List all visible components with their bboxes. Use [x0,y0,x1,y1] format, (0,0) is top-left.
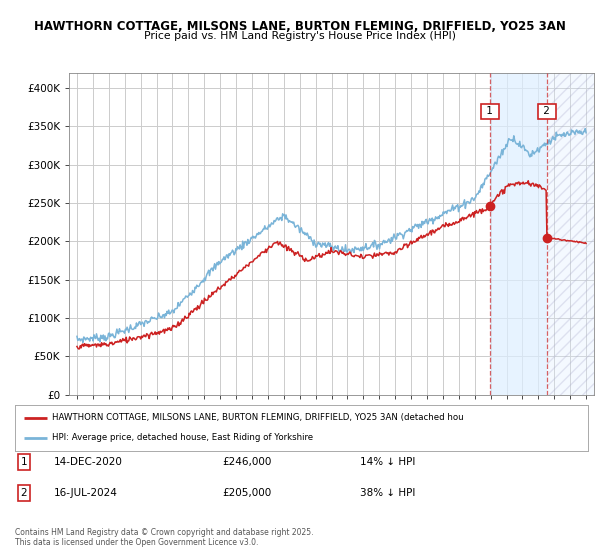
Text: 2: 2 [541,106,553,116]
Text: 14% ↓ HPI: 14% ↓ HPI [360,457,415,467]
Text: HAWTHORN COTTAGE, MILSONS LANE, BURTON FLEMING, DRIFFIELD, YO25 3AN (detached ho: HAWTHORN COTTAGE, MILSONS LANE, BURTON F… [52,413,464,422]
Text: 14-DEC-2020: 14-DEC-2020 [54,457,123,467]
Text: £205,000: £205,000 [222,488,271,498]
Text: 38% ↓ HPI: 38% ↓ HPI [360,488,415,498]
Text: HAWTHORN COTTAGE, MILSONS LANE, BURTON FLEMING, DRIFFIELD, YO25 3AN: HAWTHORN COTTAGE, MILSONS LANE, BURTON F… [34,20,566,32]
Text: HPI: Average price, detached house, East Riding of Yorkshire: HPI: Average price, detached house, East… [52,433,313,442]
Text: £246,000: £246,000 [222,457,271,467]
Text: Price paid vs. HM Land Registry's House Price Index (HPI): Price paid vs. HM Land Registry's House … [144,31,456,41]
Text: 1: 1 [20,457,28,467]
Text: 16-JUL-2024: 16-JUL-2024 [54,488,118,498]
Text: 1: 1 [484,106,497,116]
Text: Contains HM Land Registry data © Crown copyright and database right 2025.
This d: Contains HM Land Registry data © Crown c… [15,528,314,547]
Bar [547,73,594,395]
Text: 2: 2 [20,488,28,498]
Bar [490,73,547,395]
